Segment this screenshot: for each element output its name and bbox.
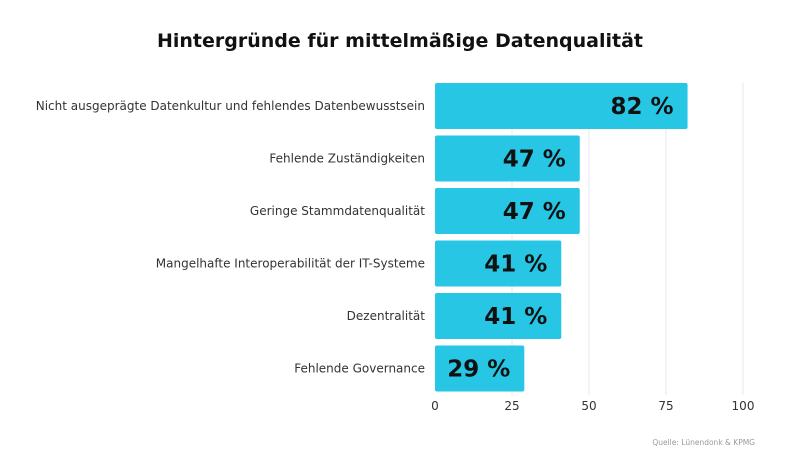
category-label: Dezentralität xyxy=(347,309,426,323)
grid-lines xyxy=(511,83,744,395)
category-label: Fehlende Governance xyxy=(294,362,425,376)
x-tick-label: 75 xyxy=(658,399,673,413)
x-tick-label: 50 xyxy=(581,399,596,413)
x-axis-ticks: 0 25 50 75 100 xyxy=(431,399,754,413)
bar xyxy=(435,188,580,234)
x-tick-label: 25 xyxy=(504,399,519,413)
bar xyxy=(435,345,525,392)
bar xyxy=(435,83,688,129)
value-label: 47 % xyxy=(503,147,566,173)
value-label: 82 % xyxy=(610,94,673,120)
value-label: 41 % xyxy=(484,304,547,330)
bars xyxy=(435,83,688,392)
bar xyxy=(435,293,562,339)
value-label: 41 % xyxy=(484,252,547,278)
bar xyxy=(435,240,562,287)
category-label: Mangelhafte Interoperabilität der IT-Sys… xyxy=(156,257,425,271)
category-labels: Nicht ausgeprägte Datenkultur und fehlen… xyxy=(36,99,426,376)
bar xyxy=(435,135,580,182)
source-note: Quelle: Lünendonk & KPMG xyxy=(652,438,755,447)
x-tick-label: 100 xyxy=(732,399,755,413)
x-tick-label: 0 xyxy=(431,399,439,413)
value-label: 47 % xyxy=(503,199,566,225)
value-labels: 82 % 47 % 47 % 41 % 41 % 29 % xyxy=(447,94,673,383)
category-label: Fehlende Zuständigkeiten xyxy=(269,152,425,166)
value-label: 29 % xyxy=(447,357,510,383)
chart-title: Hintergründe für mittelmäßige Datenquali… xyxy=(156,30,643,52)
category-label: Nicht ausgeprägte Datenkultur und fehlen… xyxy=(36,99,425,113)
category-label: Geringe Stammdatenqualität xyxy=(250,204,425,218)
